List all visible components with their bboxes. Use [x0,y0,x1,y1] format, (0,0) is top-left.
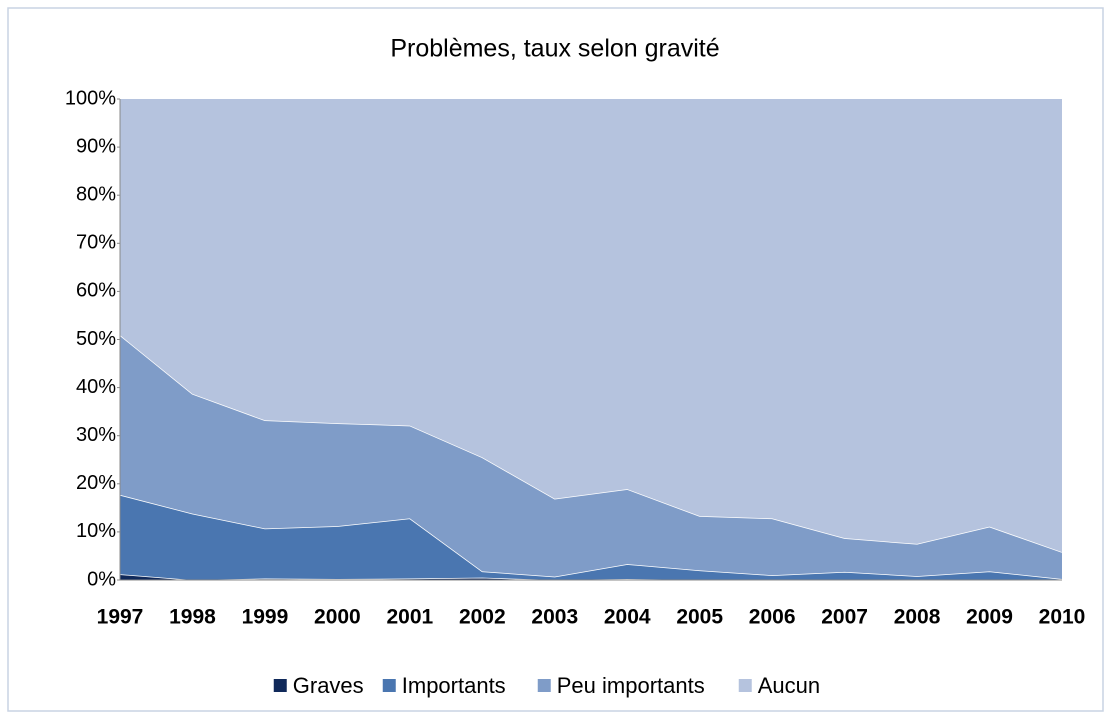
x-tick-label: 2006 [749,606,796,629]
x-tick-label: 2002 [459,606,506,629]
x-tick-label: 2007 [821,606,868,629]
area [120,494,1062,580]
x-tick-label: 2004 [604,606,651,629]
x-tick-label: 1997 [97,606,144,629]
y-tick-label: 30% [76,424,116,446]
legend-swatch [382,679,396,692]
y-tick-label: 100% [65,87,116,109]
x-tick-label: 2008 [894,606,941,629]
y-tick-label: 70% [76,232,116,254]
y-tick-label: 60% [76,280,116,302]
x-tick-label: 2003 [531,606,578,629]
y-tick-label: 90% [76,135,116,157]
x-tick-label: 1999 [242,606,289,629]
legend-label: Aucun [758,673,820,698]
y-tick-label: 20% [76,472,116,494]
legend-swatch [738,679,752,692]
y-tick-label: 40% [76,376,116,398]
legend-label: Peu importants [557,673,705,698]
x-tick-label: 1998 [169,606,216,629]
x-tick-label: 2005 [676,606,723,629]
x-tick-label: 2000 [314,606,361,629]
area [120,99,1062,553]
legend-label: Graves [293,673,364,698]
area [120,335,1062,580]
legend-label: Importants [402,673,506,698]
y-tick-label: 10% [76,520,116,542]
x-tick-label: 2010 [1039,606,1086,629]
legend-swatch [537,679,551,692]
legend-swatch [273,679,287,692]
y-tick-label: 0% [87,568,116,590]
y-tick-label: 80% [76,183,116,205]
chart-title: Problèmes, taux selon gravité [390,35,719,63]
x-tick-label: 2009 [966,606,1013,629]
y-tick-label: 50% [76,328,116,350]
x-tick-label: 2001 [386,606,433,629]
